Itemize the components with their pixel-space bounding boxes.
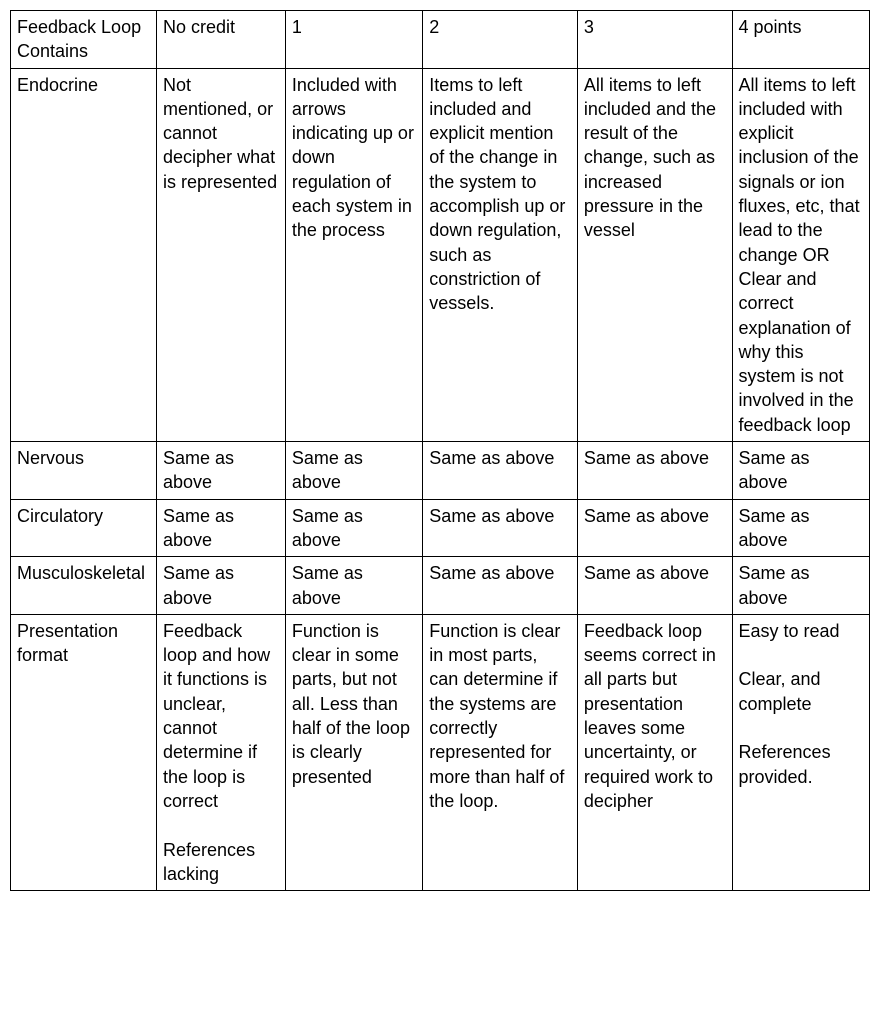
header-no-credit: No credit [157,11,286,69]
circulatory-1: Same as above [285,499,422,557]
nervous-4: Same as above [732,442,869,500]
musculoskeletal-3: Same as above [577,557,732,615]
nervous-3: Same as above [577,442,732,500]
header-4-points: 4 points [732,11,869,69]
presentation-4-p1: Easy to read [739,619,863,643]
row-endocrine: Endocrine Not mentioned, or cannot decip… [11,68,870,441]
presentation-3: Feedback loop seems correct in all parts… [577,614,732,890]
presentation-1: Function is clear in some parts, but not… [285,614,422,890]
circulatory-2: Same as above [423,499,578,557]
musculoskeletal-2: Same as above [423,557,578,615]
presentation-4-p3: References provided. [739,740,863,789]
musculoskeletal-4: Same as above [732,557,869,615]
endocrine-no-credit: Not mentioned, or cannot decipher what i… [157,68,286,441]
header-1: 1 [285,11,422,69]
nervous-no-credit: Same as above [157,442,286,500]
endocrine-4: All items to left included with explicit… [732,68,869,441]
musculoskeletal-1: Same as above [285,557,422,615]
header-feedback-loop: Feedback Loop Contains [11,11,157,69]
row-nervous: Nervous Same as above Same as above Same… [11,442,870,500]
presentation-no-credit-p1: Feedback loop and how it functions is un… [163,619,279,813]
header-2: 2 [423,11,578,69]
nervous-1: Same as above [285,442,422,500]
nervous-2: Same as above [423,442,578,500]
endocrine-3: All items to left included and the resul… [577,68,732,441]
label-presentation: Presentation format [11,614,157,890]
rubric-table: Feedback Loop Contains No credit 1 2 3 4… [10,10,870,891]
label-musculoskeletal: Musculoskeletal [11,557,157,615]
presentation-no-credit: Feedback loop and how it functions is un… [157,614,286,890]
row-musculoskeletal: Musculoskeletal Same as above Same as ab… [11,557,870,615]
endocrine-1: Included with arrows indicating up or do… [285,68,422,441]
presentation-no-credit-p2: References lacking [163,838,279,887]
endocrine-2: Items to left included and explicit ment… [423,68,578,441]
row-circulatory: Circulatory Same as above Same as above … [11,499,870,557]
header-3: 3 [577,11,732,69]
presentation-2: Function is clear in most parts, can det… [423,614,578,890]
circulatory-3: Same as above [577,499,732,557]
presentation-4-p2: Clear, and complete [739,667,863,716]
row-presentation: Presentation format Feedback loop and ho… [11,614,870,890]
circulatory-no-credit: Same as above [157,499,286,557]
musculoskeletal-no-credit: Same as above [157,557,286,615]
presentation-4: Easy to read Clear, and complete Referen… [732,614,869,890]
label-endocrine: Endocrine [11,68,157,441]
label-circulatory: Circulatory [11,499,157,557]
circulatory-4: Same as above [732,499,869,557]
label-nervous: Nervous [11,442,157,500]
header-row: Feedback Loop Contains No credit 1 2 3 4… [11,11,870,69]
